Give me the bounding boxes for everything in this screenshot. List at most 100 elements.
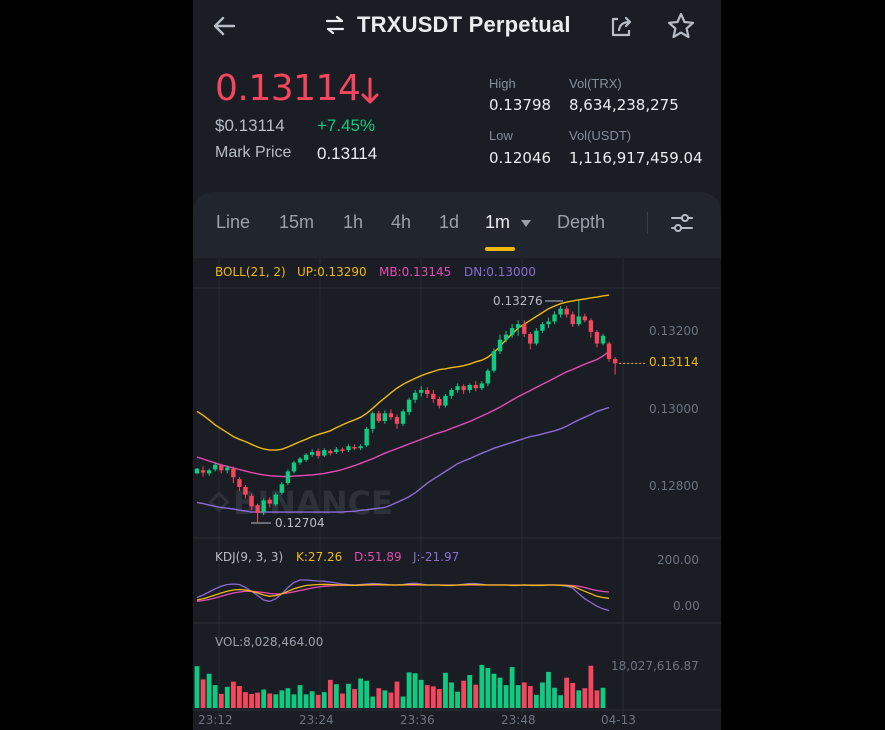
volume-bar — [309, 691, 315, 708]
volume-bar — [443, 672, 448, 708]
candle-body — [219, 465, 224, 471]
candle-body — [522, 324, 527, 334]
volume-bar — [455, 691, 460, 708]
volume-bar — [194, 666, 200, 708]
volume-bar — [303, 694, 309, 708]
volume-bar — [503, 685, 509, 708]
tab-depth[interactable]: Depth — [557, 212, 606, 232]
candle-body — [352, 447, 357, 449]
tab-4h[interactable]: 4h — [391, 212, 412, 232]
interval-tabs: Line 15m 1h 4h 1d 1m Depth — [193, 192, 721, 258]
candle-body — [200, 470, 206, 473]
volume-bar — [267, 693, 273, 708]
candle-body — [303, 454, 309, 460]
tab-divider — [647, 212, 648, 234]
candle-body — [297, 458, 303, 463]
volume-bar — [237, 686, 242, 708]
candle-body — [582, 316, 588, 321]
volume-bar — [406, 672, 412, 708]
candle-body — [437, 398, 442, 406]
tab-15m[interactable]: 15m — [279, 212, 315, 232]
page-title: TRXUSDT Perpetual — [357, 12, 571, 37]
time-tick: 04-13 — [601, 713, 636, 727]
volume-bar — [261, 689, 267, 708]
candle-body — [400, 411, 406, 424]
volume-bar — [340, 693, 345, 708]
candle-body — [358, 446, 363, 449]
volume-bar — [249, 693, 254, 708]
high-label: High — [489, 76, 516, 91]
candle-body — [455, 386, 460, 391]
chevron-down-icon[interactable] — [521, 220, 531, 227]
candle-body — [328, 450, 333, 454]
volume-bar — [533, 694, 539, 708]
star-icon[interactable] — [665, 10, 697, 42]
candle-body — [534, 330, 539, 344]
candle-body — [322, 450, 327, 456]
boll-up-value: UP:0.13290 — [297, 265, 367, 279]
candle-body — [419, 390, 424, 393]
tab-1d[interactable]: 1d — [439, 212, 460, 232]
candle-body — [606, 343, 612, 360]
candle-body — [600, 335, 606, 344]
candle-body — [394, 417, 400, 424]
volume-bar — [206, 673, 212, 708]
volume-bar — [570, 682, 576, 708]
candle-body — [309, 452, 315, 455]
candle-body — [412, 392, 418, 400]
tab-line[interactable]: Line — [216, 212, 251, 232]
usd-price: $0.13114 — [215, 116, 285, 135]
volume-bar — [412, 673, 418, 708]
volume-bar — [346, 683, 351, 708]
time-tick: 23:24 — [299, 713, 334, 727]
candle-body — [552, 314, 557, 322]
volume-bar — [297, 685, 303, 708]
time-tick: 23:12 — [198, 713, 233, 727]
header: TRXUSDT Perpetual — [193, 0, 721, 52]
candle-body — [449, 390, 454, 396]
low-label: Low — [489, 128, 513, 143]
volume-bar — [321, 692, 327, 708]
volume-bar — [430, 686, 436, 708]
volume-bar — [521, 682, 527, 708]
tab-1m[interactable]: 1m — [485, 212, 511, 232]
back-arrow-icon[interactable] — [207, 9, 241, 43]
candle-body — [376, 413, 381, 422]
watermark-text: BINANCE — [233, 484, 393, 522]
candle-body — [225, 467, 230, 471]
volume-bar — [515, 685, 521, 708]
vol-quote-value: 1,116,917,459.04 — [569, 149, 703, 167]
current-price-tag: 0.13114 — [649, 355, 699, 369]
app-window: TRXUSDT Perpetual 0.13114 $0.13114 +7.45… — [193, 0, 721, 730]
volume-bar — [364, 680, 370, 708]
tab-1h[interactable]: 1h — [343, 212, 364, 232]
vol-base-label: Vol(TRX) — [569, 76, 622, 91]
candle-body — [382, 413, 388, 422]
candle-body — [279, 484, 285, 493]
vol-quote-label: Vol(USDT) — [569, 128, 632, 143]
volume-bar — [388, 692, 394, 708]
symbol-selector[interactable]: TRXUSDT Perpetual — [323, 10, 571, 40]
volume-bar — [376, 688, 382, 708]
candle-body — [473, 385, 478, 389]
kdj-tick: 0.00 — [673, 599, 700, 613]
volume-bar — [485, 667, 491, 708]
kdj-j-value: J:-21.97 — [412, 550, 459, 564]
volume-bar — [370, 696, 376, 708]
kdj-k-line — [196, 583, 610, 601]
candle-body — [370, 413, 375, 429]
volume-bar — [424, 685, 430, 708]
candle-body — [194, 468, 200, 474]
candle-body — [558, 308, 563, 315]
mark-price-value: 0.13114 — [317, 144, 378, 163]
candle-body — [406, 399, 412, 413]
kline-chart[interactable]: BINANCE BOLL(21, 2) UP:0.13290 MB:0.1314… — [193, 258, 721, 730]
volume-bar — [273, 694, 279, 708]
volume-bar — [224, 686, 230, 708]
settings-sliders-icon[interactable] — [669, 210, 695, 236]
candle-body — [334, 449, 339, 453]
share-icon[interactable] — [607, 11, 637, 41]
candle-body — [340, 449, 345, 451]
volume-bar — [588, 665, 594, 708]
candle-body — [291, 462, 297, 472]
